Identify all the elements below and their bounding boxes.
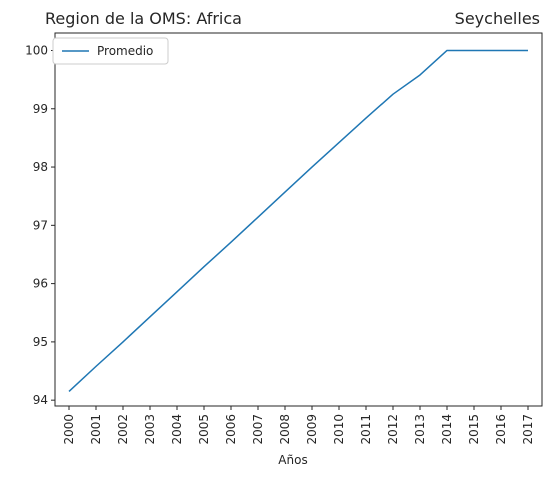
y-tick-label: 96 (33, 277, 48, 291)
y-tick-label: 95 (33, 335, 48, 349)
x-tick-label: 2008 (278, 414, 292, 445)
plot-area (55, 33, 542, 406)
x-axis: 2000 2001 2002 2003 2004 2005 2006 2007 2008 2009… (62, 406, 535, 445)
y-tick-label: 99 (33, 102, 48, 116)
legend-label-promedio: Promedio (97, 44, 153, 58)
x-tick-label: 2007 (251, 414, 265, 445)
x-tick-label: 2017 (521, 414, 535, 445)
y-tick-label: 100 (25, 43, 48, 57)
y-axis: 94 95 96 97 98 99 100 (25, 43, 55, 407)
x-tick-label: 2002 (116, 414, 130, 445)
x-tick-label: 2001 (89, 414, 103, 445)
x-tick-label: 2016 (494, 414, 508, 445)
x-tick-label: 2014 (440, 414, 454, 445)
x-tick-label: 2006 (224, 414, 238, 445)
x-tick-label: 2010 (332, 414, 346, 445)
x-tick-label: 2009 (305, 414, 319, 445)
x-tick-label: 2004 (170, 414, 184, 445)
x-tick-label: 2003 (143, 414, 157, 445)
y-tick-label: 97 (33, 218, 48, 232)
chart-subtitle-country: Seychelles (455, 9, 540, 28)
legend: Promedio (53, 38, 168, 64)
x-tick-label: 2005 (197, 414, 211, 445)
x-tick-label: 2015 (467, 414, 481, 445)
chart-title: Region de la OMS: Africa (45, 9, 242, 28)
x-tick-label: 2012 (386, 414, 400, 445)
y-tick-label: 94 (33, 393, 48, 407)
x-tick-label: 2011 (359, 414, 373, 445)
x-tick-label: 2013 (413, 414, 427, 445)
y-tick-label: 98 (33, 160, 48, 174)
x-tick-label: 2000 (62, 414, 76, 445)
x-axis-label: Años (278, 453, 307, 467)
series-line-promedio (69, 50, 528, 391)
series-layer (69, 50, 528, 391)
